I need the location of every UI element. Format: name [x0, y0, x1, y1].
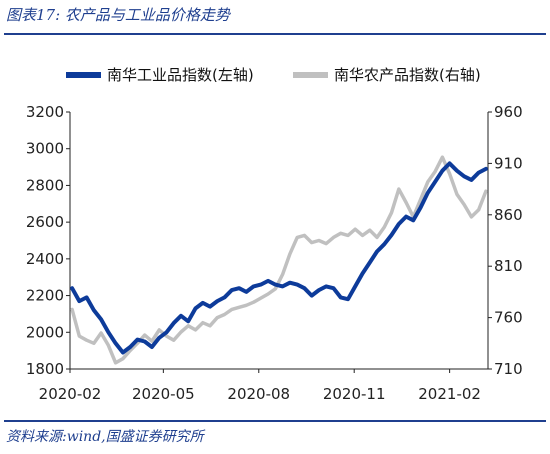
right-tick-label: 710 — [494, 360, 523, 378]
chart-legend: 南华工业品指数(左轴) 南华农产品指数(右轴) — [66, 66, 481, 84]
left-tick-label: 3200 — [26, 103, 64, 121]
left-tick-label: 2200 — [26, 287, 64, 305]
source-note: 资料来源:wind,国盛证券研究所 — [6, 429, 204, 445]
line-chart: 南华工业品指数(左轴) 南华农产品指数(右轴) 1800 2000 2200 2400… — [26, 66, 523, 403]
series-layer — [70, 155, 488, 365]
x-tick-label: 2020-05 — [132, 385, 195, 403]
left-tick-label: 2600 — [26, 213, 64, 231]
left-tick-label: 2400 — [26, 250, 64, 268]
right-tick-label: 810 — [494, 257, 523, 275]
left-tick-label: 2000 — [26, 323, 64, 341]
right-tick-label: 960 — [494, 103, 523, 121]
right-tick-label: 860 — [494, 206, 523, 224]
footer-rule — [4, 420, 546, 422]
right-tick-label: 910 — [494, 154, 523, 172]
x-tick-label: 2021-02 — [418, 385, 481, 403]
right-tick-label: 760 — [494, 309, 523, 327]
legend-label-agricultural: 南华农产品指数(右轴) — [334, 66, 481, 84]
left-tick-label: 1800 — [26, 360, 64, 378]
x-tick-label: 2020-08 — [227, 385, 290, 403]
axes: 1800 2000 2200 2400 2600 2800 3000 3200 710 760 81… — [26, 103, 523, 403]
agricultural-index-line — [70, 155, 488, 365]
industrial-index-line — [70, 161, 488, 355]
left-tick-label: 3000 — [26, 140, 64, 158]
title-rule — [4, 33, 546, 35]
left-tick-label: 2800 — [26, 176, 64, 194]
x-tick-label: 2020-11 — [323, 385, 386, 403]
chart-title: 图表17: 农产品与工业品价格走势 — [6, 6, 230, 24]
legend-label-industrial: 南华工业品指数(左轴) — [107, 66, 254, 84]
x-tick-label: 2020-02 — [39, 385, 102, 403]
